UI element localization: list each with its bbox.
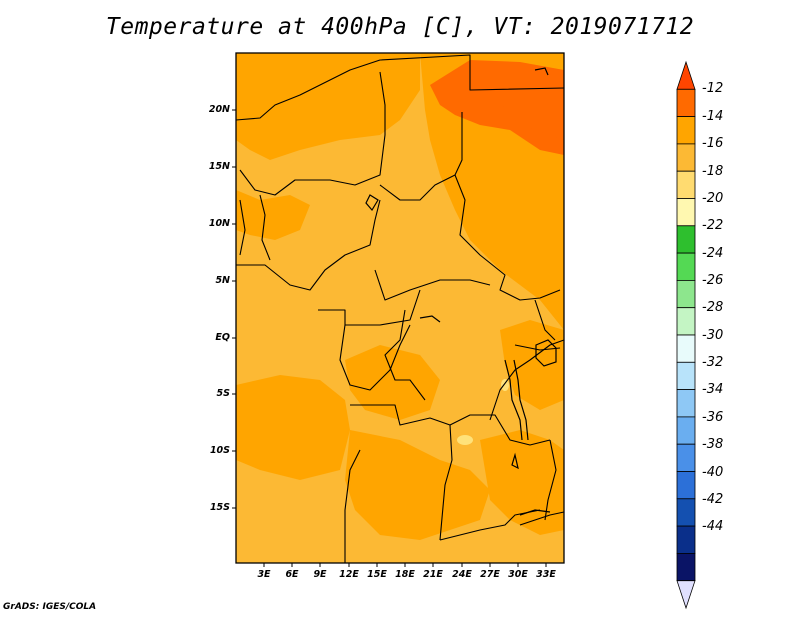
- colorbar-label: -44: [702, 519, 724, 534]
- colorbar-segment: [676, 252, 696, 281]
- colorbar-segment: [676, 498, 696, 527]
- colorbar: [676, 60, 696, 610]
- colorbar-segment: [676, 198, 696, 227]
- x-tick-label: 30E: [508, 569, 528, 580]
- colorbar-label: -28: [702, 300, 724, 315]
- colorbar-segment: [676, 88, 696, 118]
- y-tick-label: 20N: [208, 104, 230, 115]
- shade-region-yellow: [457, 435, 473, 445]
- colorbar-segment: [676, 389, 696, 418]
- x-tick-label: 18E: [395, 569, 415, 580]
- colorbar-segment: [676, 443, 696, 472]
- x-tick-label: 6E: [285, 569, 299, 580]
- shade-region-darkorange: [430, 60, 564, 155]
- colorbar-segment: [676, 143, 696, 172]
- country-borders: [235, 54, 565, 563]
- colorbar-label: -18: [702, 164, 724, 179]
- y-tick-label: 5N: [215, 275, 230, 286]
- shade-region-gulf: [236, 190, 310, 240]
- colorbar-label: -14: [702, 109, 724, 124]
- temperature-shading: [236, 53, 564, 540]
- colorbar-label: -22: [702, 218, 724, 233]
- shade-region-east: [500, 320, 564, 410]
- colorbar-segment: [676, 279, 696, 309]
- colorbar-label: -32: [702, 355, 724, 370]
- colorbar-bottom-arrow: [676, 580, 696, 610]
- colorbar-label: -20: [702, 191, 724, 206]
- colorbar-segment: [676, 225, 696, 254]
- shade-region-se: [480, 430, 564, 535]
- coastlines: [365, 67, 557, 516]
- colorbar-label: -16: [702, 136, 724, 151]
- colorbar-label: -24: [702, 246, 724, 261]
- x-tick-label: 24E: [452, 569, 472, 580]
- y-tick-label: 10S: [209, 445, 230, 456]
- shade-region-nw: [236, 53, 420, 160]
- shade-region-congo: [345, 345, 440, 420]
- x-tick-label: 3E: [257, 569, 271, 580]
- y-tick-label: EQ: [215, 332, 230, 343]
- colorbar-segment: [676, 416, 696, 445]
- colorbar-segment: [676, 170, 696, 199]
- colorbar-segment: [676, 361, 696, 390]
- credit-text: GrADS: IGES/COLA: [3, 602, 97, 612]
- colorbar-segment: [676, 307, 696, 336]
- colorbar-label: -40: [702, 465, 724, 480]
- colorbar-segment: [676, 116, 696, 145]
- colorbar-label: -36: [702, 410, 724, 425]
- shade-region-sw: [236, 375, 350, 480]
- y-tick-label: 15S: [209, 502, 230, 513]
- chart-title: Temperature at 400hPa [C], VT: 201907171…: [105, 14, 695, 40]
- y-tick-label: 5S: [216, 388, 230, 399]
- shade-region-south: [345, 430, 490, 540]
- colorbar-label: -42: [702, 492, 724, 507]
- x-tick-label: 21E: [423, 569, 443, 580]
- colorbar-label: -38: [702, 437, 724, 452]
- x-tick-label: 9E: [313, 569, 327, 580]
- x-tick-label: 15E: [367, 569, 387, 580]
- shade-region-yellow-2: [501, 379, 509, 391]
- colorbar-segment: [676, 471, 696, 500]
- x-tick-marks: [263, 563, 547, 567]
- x-tick-label: 12E: [339, 569, 359, 580]
- colorbar-label: -26: [702, 273, 724, 288]
- x-tick-label: 27E: [480, 569, 500, 580]
- colorbar-segment: [676, 553, 696, 582]
- y-tick-marks: [232, 109, 236, 509]
- colorbar-top-arrow: [676, 60, 696, 90]
- map-frame: [235, 52, 565, 564]
- colorbar-label: -30: [702, 328, 724, 343]
- colorbar-label: -34: [702, 382, 724, 397]
- y-tick-label: 10N: [208, 218, 230, 229]
- y-tick-label: 15N: [208, 161, 230, 172]
- colorbar-label: -12: [702, 81, 724, 96]
- shade-region-darkorange-2: [500, 95, 564, 140]
- x-tick-label: 33E: [536, 569, 556, 580]
- colorbar-segment: [676, 525, 696, 554]
- colorbar-segment: [676, 334, 696, 363]
